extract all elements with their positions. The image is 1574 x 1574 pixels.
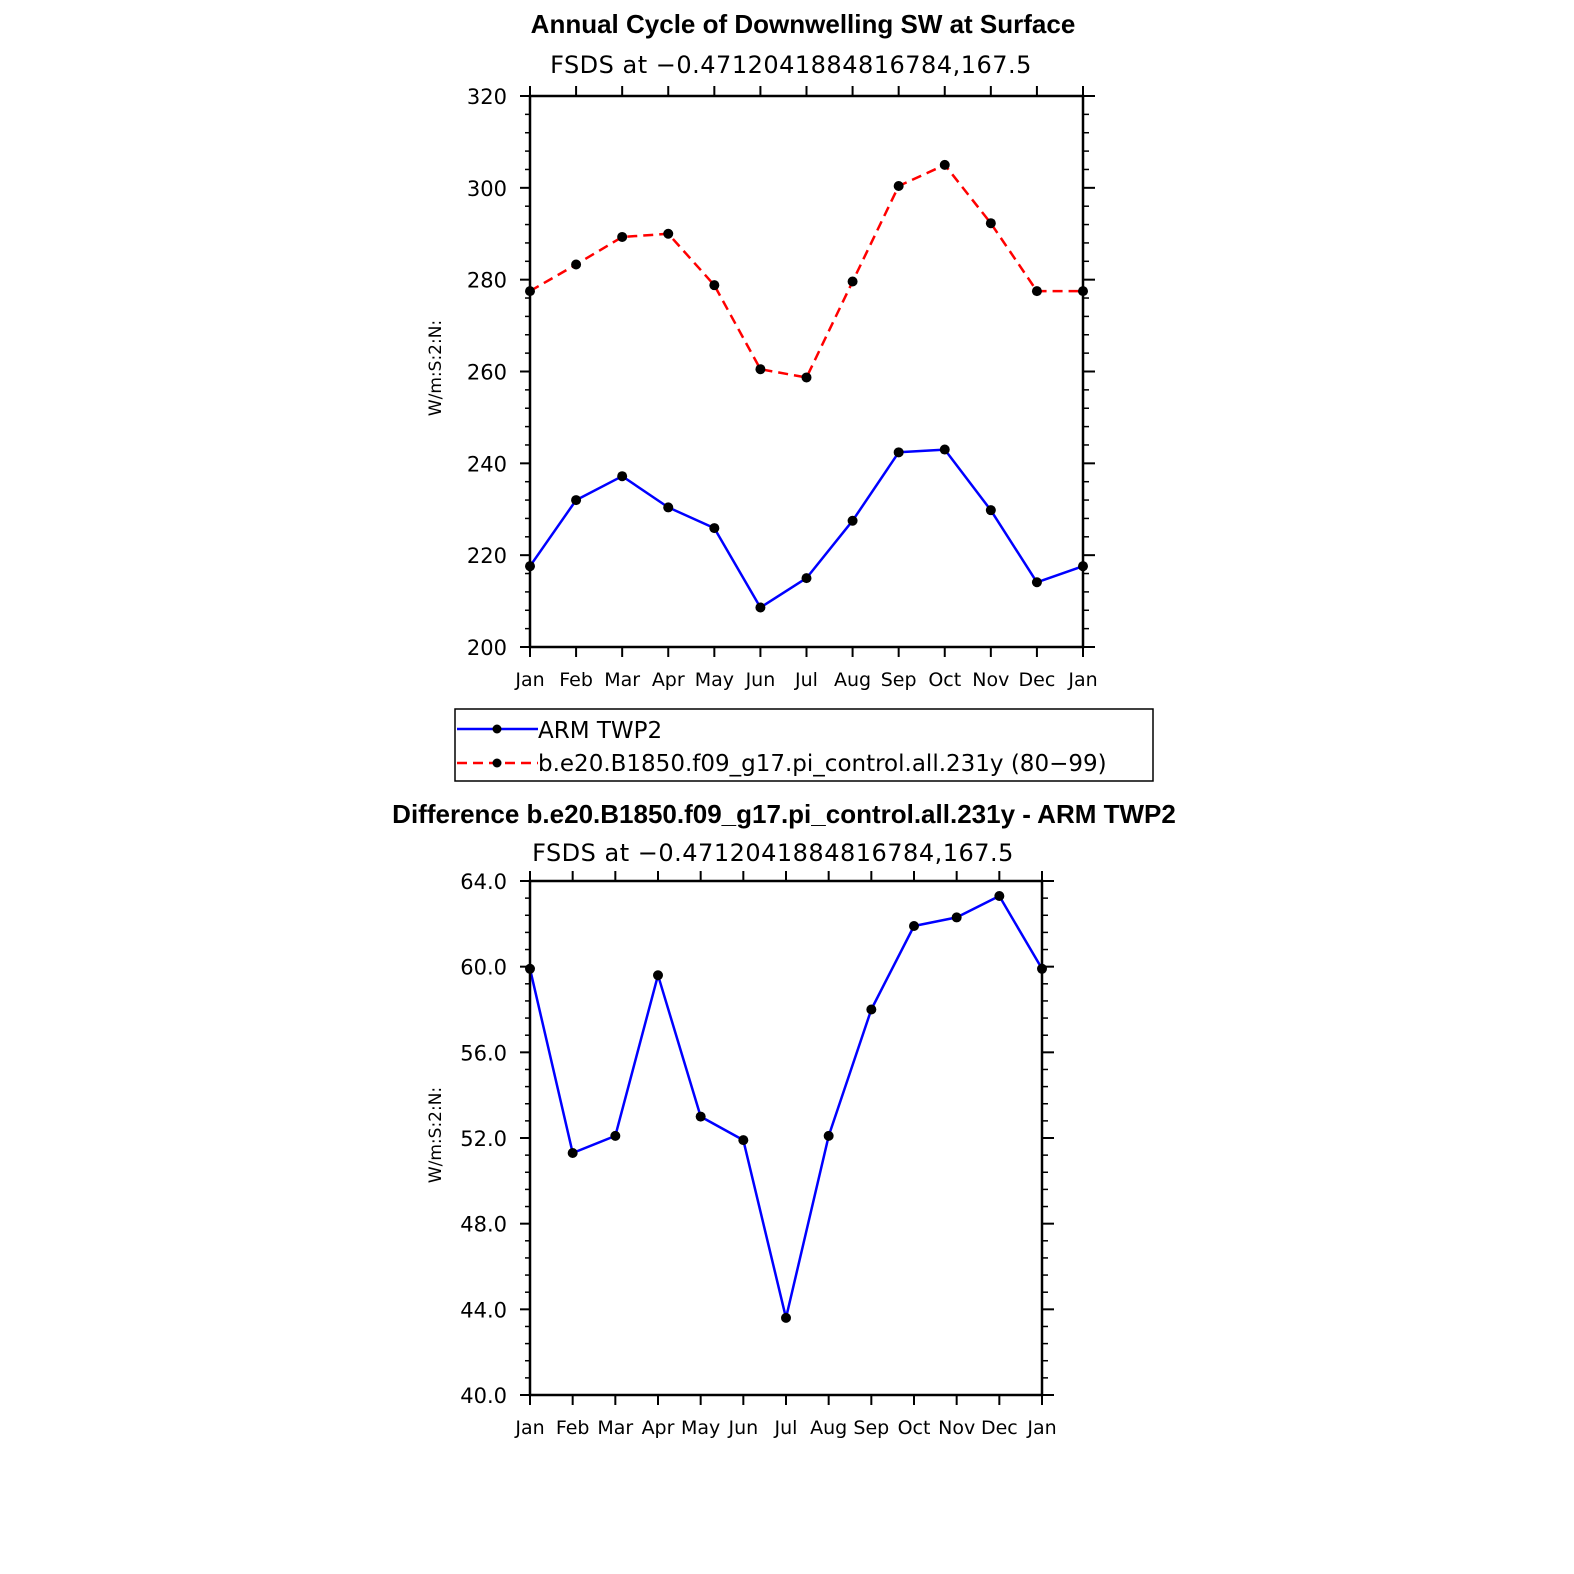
x-tick-label: Oct <box>928 669 961 691</box>
x-tick-label: Feb <box>559 669 593 691</box>
x-tick-label: Jan <box>514 1417 544 1439</box>
y-tick-label: 300 <box>467 177 507 201</box>
data-point <box>695 1111 706 1122</box>
x-tick-label: Mar <box>604 669 640 691</box>
data-point <box>663 502 674 513</box>
legend-label-arm-twp2: ARM TWP2 <box>538 718 662 744</box>
data-point <box>1031 577 1042 588</box>
data-point <box>801 372 812 383</box>
data-point <box>893 180 904 191</box>
x-tick-label: Nov <box>938 1417 975 1439</box>
data-point <box>617 231 628 242</box>
y-axis-label: W/m:S:2:N: <box>426 1087 446 1183</box>
data-point <box>866 1004 877 1015</box>
x-tick-label: Feb <box>556 1417 590 1439</box>
data-point <box>985 218 996 229</box>
data-point <box>610 1130 621 1141</box>
data-point <box>951 912 962 923</box>
chart-title: Annual Cycle of Downwelling SW at Surfac… <box>531 9 1076 39</box>
x-tick-label: Aug <box>834 669 871 691</box>
x-tick-label: Jan <box>514 669 544 691</box>
legend-marker-model <box>492 758 502 768</box>
data-point <box>617 471 628 482</box>
x-tick-label: Apr <box>652 669 685 691</box>
y-tick-label: 52.0 <box>460 1127 507 1151</box>
data-point <box>653 970 663 981</box>
x-tick-label: Mar <box>597 1417 633 1439</box>
data-point <box>709 523 720 534</box>
legend-entry-model: b.e20.B1850.f09_g17.pi_control.all.231y … <box>457 751 1107 777</box>
y-tick-label: 260 <box>467 361 507 385</box>
data-point <box>909 920 919 931</box>
data-point <box>738 1135 749 1146</box>
plot-frame <box>528 94 1085 649</box>
data-point <box>571 259 582 270</box>
y-tick-label: 200 <box>467 636 507 660</box>
x-tick-label: Jan <box>1026 1417 1056 1439</box>
y-tick-label: 44.0 <box>460 1298 507 1322</box>
data-point <box>985 505 996 516</box>
data-point <box>571 495 582 506</box>
data-point <box>893 447 904 458</box>
legend-entry-arm-twp2: ARM TWP2 <box>457 718 662 744</box>
x-tick-label: Jun <box>727 1417 758 1439</box>
y-axis-label: W/m:S:2:N: <box>426 320 446 416</box>
x-tick-label: May <box>695 669 734 691</box>
chart-subtitle: FSDS at −0.4712041884816784,167.5 <box>550 51 1032 79</box>
legend: ARM TWP2 b.e20.B1850.f09_g17.pi_control.… <box>454 708 1154 782</box>
data-point <box>709 280 720 291</box>
difference-chart: Difference b.e20.B1850.f09_g17.pi_contro… <box>392 799 1176 1439</box>
data-point <box>847 276 858 287</box>
series-line-0 <box>528 894 1044 1320</box>
data-point <box>755 602 766 613</box>
data-point <box>801 573 812 584</box>
x-tick-label: Nov <box>972 669 1009 691</box>
x-tick-label: Jan <box>1067 669 1097 691</box>
x-tick-label: Aug <box>810 1417 847 1439</box>
x-tick-label: Jul <box>774 1417 798 1439</box>
data-point <box>663 228 674 239</box>
chart-title: Difference b.e20.B1850.f09_g17.pi_contro… <box>392 799 1176 829</box>
y-tick-label: 280 <box>467 269 507 293</box>
annual-cycle-chart: Annual Cycle of Downwelling SW at Surfac… <box>426 9 1098 691</box>
data-point <box>567 1147 578 1158</box>
data-point <box>1031 286 1042 297</box>
chart-subtitle: FSDS at −0.4712041884816784,167.5 <box>532 839 1014 867</box>
data-point <box>823 1130 834 1141</box>
x-tick-label: Jul <box>794 669 818 691</box>
y-tick-label: 48.0 <box>460 1213 507 1237</box>
y-tick-label: 320 <box>467 85 507 109</box>
data-point <box>755 364 766 375</box>
x-tick-label: Jun <box>745 669 776 691</box>
y-tick-label: 40.0 <box>460 1384 507 1408</box>
data-point <box>939 159 950 170</box>
x-tick-label: Apr <box>642 1417 675 1439</box>
data-point <box>781 1312 791 1323</box>
y-tick-label: 240 <box>467 452 507 476</box>
legend-box <box>454 708 1154 782</box>
y-tick-label: 64.0 <box>460 870 507 894</box>
x-tick-label: May <box>681 1417 720 1439</box>
x-tick-label: Dec <box>981 1417 1018 1439</box>
data-point <box>847 515 858 526</box>
series-line-1 <box>529 163 1083 379</box>
y-tick-label: 56.0 <box>460 1041 507 1065</box>
data-point <box>939 444 950 455</box>
y-tick-label: 60.0 <box>460 956 507 980</box>
series-line-0 <box>528 448 1084 609</box>
x-tick-label: Oct <box>898 1417 931 1439</box>
x-tick-label: Dec <box>1019 669 1056 691</box>
x-tick-label: Sep <box>853 1417 889 1439</box>
x-tick-label: Sep <box>881 669 917 691</box>
data-point <box>994 890 1005 901</box>
y-tick-label: 220 <box>467 544 507 568</box>
legend-label-model: b.e20.B1850.f09_g17.pi_control.all.231y … <box>538 751 1107 777</box>
legend-marker-arm-twp2 <box>492 724 502 734</box>
